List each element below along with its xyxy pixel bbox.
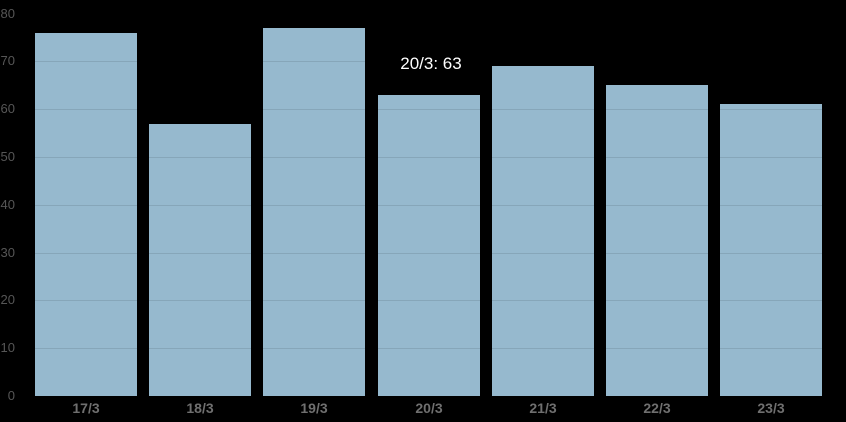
x-axis-label: 19/3: [300, 400, 328, 416]
gridline: [29, 205, 827, 206]
bar-18-3[interactable]: [149, 124, 251, 396]
y-axis-label: 20: [0, 292, 15, 307]
x-axis-label: 23/3: [757, 400, 785, 416]
bar-21-3[interactable]: [492, 66, 594, 396]
x-axis-label: 21/3: [529, 400, 557, 416]
y-axis-label: 50: [0, 149, 15, 164]
bar-22-3[interactable]: [606, 85, 708, 396]
tooltip-label: 20/3: 63: [400, 54, 462, 73]
x-axis-label: 20/3: [415, 400, 443, 416]
gridline: [29, 300, 827, 301]
bar-23-3[interactable]: [720, 104, 822, 396]
y-axis-label: 80: [0, 6, 15, 21]
y-axis-label: 0: [7, 388, 15, 403]
gridline: [29, 14, 827, 15]
bar-20-3[interactable]: [378, 95, 480, 396]
y-axis-label: 30: [0, 245, 15, 260]
gridline: [29, 348, 827, 349]
y-axis-label: 10: [0, 340, 15, 355]
y-axis-label: 70: [0, 53, 15, 68]
gridline: [29, 61, 827, 62]
gridline: [29, 157, 827, 158]
x-axis-label: 17/3: [72, 400, 100, 416]
y-axis-label: 40: [0, 197, 15, 212]
gridline: [29, 109, 827, 110]
x-axis-label: 22/3: [643, 400, 671, 416]
bar-17-3[interactable]: [35, 33, 137, 396]
bar-19-3[interactable]: [263, 28, 365, 396]
gridline: [29, 253, 827, 254]
x-axis-label: 18/3: [186, 400, 214, 416]
y-axis-label: 60: [0, 101, 15, 116]
